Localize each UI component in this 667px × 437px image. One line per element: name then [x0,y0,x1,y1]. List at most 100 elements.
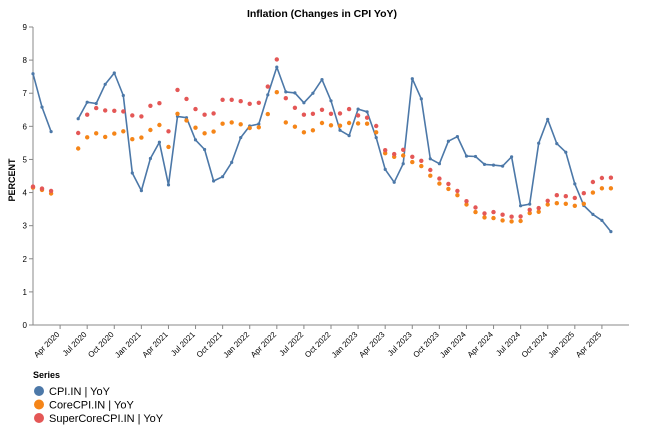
point-super-core-cpi [121,109,126,114]
point-super-core-cpi [590,179,596,185]
y-tick-label: 2 [23,255,28,264]
point-cpi [311,91,315,95]
point-super-core-cpi [500,212,505,217]
point-super-core-cpi [446,181,451,187]
x-tick-label: Oct 2021 [195,330,225,360]
point-core-cpi [274,90,279,95]
point-super-core-cpi [328,111,334,117]
point-super-core-cpi [608,175,614,180]
point-cpi [221,175,225,179]
point-core-cpi [346,120,352,126]
point-super-core-cpi [337,111,343,116]
point-super-core-cpi [401,147,406,152]
y-axis-label: PERCENT [7,158,17,202]
point-super-core-cpi [437,176,442,181]
point-cpi [139,189,143,193]
point-super-core-cpi [274,57,279,62]
point-super-core-cpi [94,105,99,111]
point-core-cpi [608,186,614,191]
point-cpi [591,212,595,216]
point-core-cpi [283,120,288,125]
point-cpi [501,164,505,168]
y-tick-label: 8 [23,56,28,65]
point-core-cpi [256,125,261,130]
point-cpi [148,156,152,161]
point-cpi [302,101,306,105]
point-core-cpi [130,137,135,142]
point-super-core-cpi [419,158,424,163]
point-super-core-cpi [464,199,469,204]
point-super-core-cpi [256,100,261,106]
x-tick-label: Jul 2020 [61,330,89,358]
point-super-core-cpi [491,209,496,215]
point-core-cpi [202,131,207,136]
point-core-cpi [247,125,252,131]
y-tick-label: 6 [23,122,28,131]
point-super-core-cpi [148,103,153,109]
point-cpi [446,139,450,143]
point-super-core-cpi [554,193,559,198]
x-tick-label: Jan 2024 [438,330,468,360]
point-core-cpi [500,218,505,223]
point-cpi [329,99,333,103]
point-core-cpi [482,215,487,220]
point-cpi [401,162,405,166]
point-cpi [157,140,161,144]
point-cpi [482,162,487,166]
y-tick-label: 3 [23,222,28,231]
x-tick-label: Apr 2023 [357,330,387,360]
point-cpi [320,78,324,82]
legend-item: CoreCPI.IN | YoY [34,399,134,412]
point-core-cpi [590,190,596,195]
point-super-core-cpi [48,188,54,194]
point-core-cpi [572,203,577,208]
point-cpi [528,202,532,206]
point-core-cpi [491,215,496,221]
point-core-cpi [473,209,478,215]
y-tick-label: 7 [23,89,28,98]
point-super-core-cpi [292,105,298,111]
point-cpi [130,171,134,175]
point-core-cpi [319,120,325,126]
x-tick-label: Apr 2022 [249,330,279,360]
point-cpi [419,97,423,101]
point-core-cpi [193,125,198,130]
point-super-core-cpi [157,101,162,106]
point-super-core-cpi [392,151,397,157]
point-core-cpi [292,124,298,129]
x-tick-label: Jul 2021 [169,330,197,358]
x-tick-label: Oct 2023 [411,330,441,360]
point-cpi [383,167,387,171]
x-tick-label: Jan 2023 [330,330,360,360]
x-tick-label: Jul 2024 [494,330,522,358]
point-cpi [239,136,243,140]
point-super-core-cpi [184,96,189,102]
point-core-cpi [527,210,532,216]
point-super-core-cpi [473,205,478,210]
point-cpi [555,142,559,146]
point-core-cpi [419,163,424,169]
legend-swatch [34,399,44,410]
point-core-cpi [464,202,469,207]
point-super-core-cpi [220,97,225,103]
point-cpi [112,71,116,75]
point-cpi [437,162,441,166]
point-super-core-cpi [175,87,180,93]
point-cpi [284,90,288,94]
point-super-core-cpi [139,114,144,119]
point-cpi [94,101,98,106]
point-core-cpi [374,130,379,135]
point-super-core-cpi [265,84,270,89]
legend-label: CoreCPI.IN | YoY [49,400,134,412]
point-super-core-cpi [536,205,541,211]
y-tick-label: 5 [23,155,28,164]
point-core-cpi [85,135,90,140]
point-super-core-cpi [202,112,207,117]
point-core-cpi [184,118,189,123]
point-core-cpi [238,122,243,127]
point-cpi [510,155,514,159]
point-core-cpi [518,218,523,224]
point-cpi [212,179,216,183]
point-cpi [40,105,44,109]
